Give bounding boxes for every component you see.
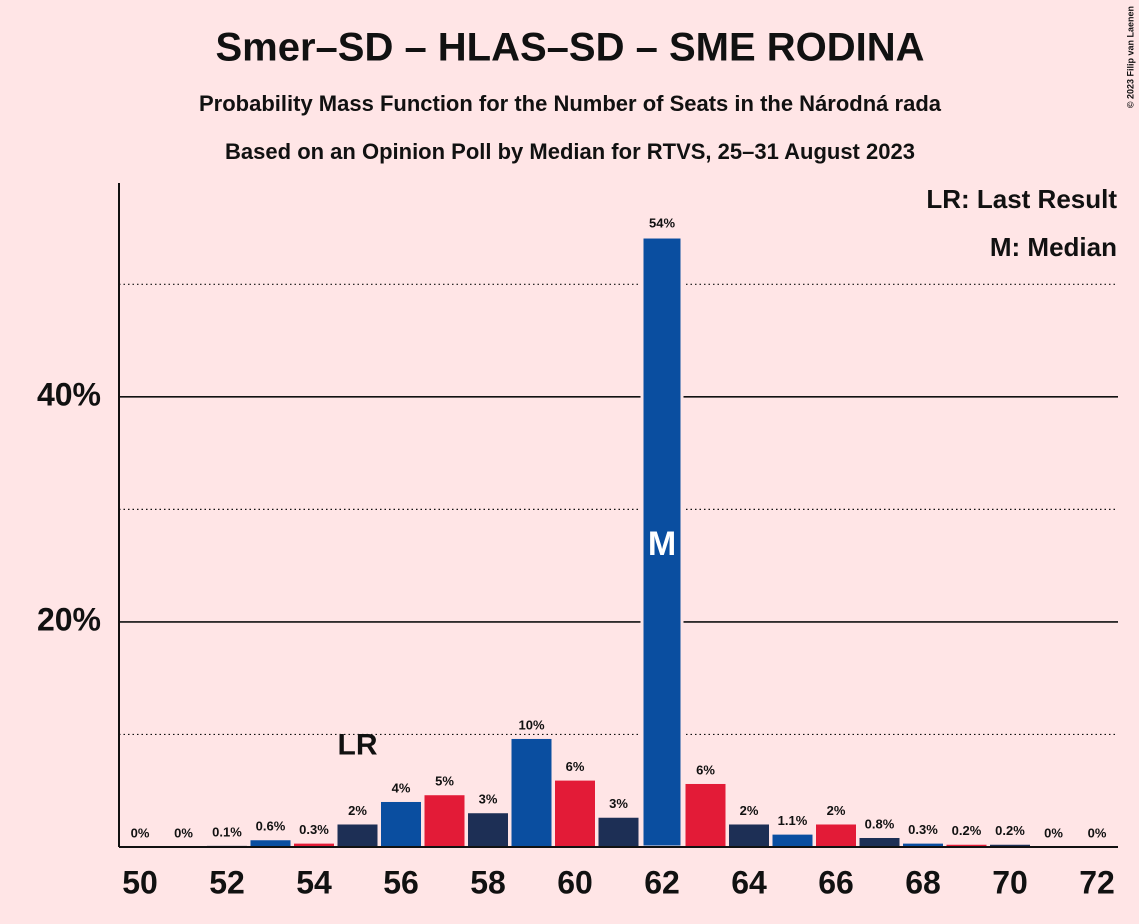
bar: [598, 817, 639, 847]
value-label: 3%: [479, 792, 498, 807]
bar: [337, 824, 378, 847]
value-label: 5%: [435, 774, 454, 789]
value-label: 0.3%: [299, 822, 329, 837]
bar: [511, 738, 552, 847]
x-tick-label: 66: [818, 864, 854, 900]
value-label: 0.3%: [908, 822, 938, 837]
bar: [772, 834, 813, 847]
chart-subtitle: Probability Mass Function for the Number…: [199, 91, 942, 116]
value-label: 1.1%: [778, 813, 808, 828]
value-label: 2%: [827, 803, 846, 818]
value-label: 2%: [740, 803, 759, 818]
bar: [729, 824, 769, 847]
x-tick-label: 60: [557, 864, 593, 900]
value-label: 0%: [1088, 825, 1107, 840]
value-label: 0%: [131, 825, 150, 840]
value-label: 6%: [566, 759, 585, 774]
value-label: 10%: [518, 717, 544, 732]
legend-entry: M: Median: [990, 232, 1117, 262]
value-label: 0.2%: [952, 823, 982, 838]
value-label: 3%: [609, 796, 628, 811]
bar: [555, 780, 595, 847]
x-tick-label: 68: [905, 864, 941, 900]
bar: [990, 844, 1030, 847]
bar: [294, 843, 334, 847]
bar: [903, 843, 943, 847]
bar: [381, 801, 421, 847]
x-tick-label: 64: [731, 864, 767, 900]
bar: [859, 837, 900, 847]
bar: [468, 813, 508, 847]
value-label: 4%: [392, 780, 411, 795]
bar: [424, 795, 465, 847]
y-tick-label: 40%: [37, 376, 101, 412]
copyright: © 2023 Filip van Laenen: [1125, 6, 1135, 108]
value-label: 0%: [174, 825, 193, 840]
x-tick-label: 56: [383, 864, 419, 900]
x-tick-label: 62: [644, 864, 680, 900]
chart-subtitle: Based on an Opinion Poll by Median for R…: [225, 139, 915, 164]
value-label: 54%: [649, 215, 675, 230]
x-tick-label: 58: [470, 864, 506, 900]
bar: [816, 824, 856, 847]
bar: [685, 783, 726, 847]
bar: [250, 840, 291, 847]
value-label: 0%: [1044, 825, 1063, 840]
median-marker: M: [648, 525, 676, 563]
chart-title: Smer–SD – HLAS–SD – SME RODINA: [215, 26, 924, 70]
value-label: 0.8%: [865, 816, 895, 831]
value-label: 0.2%: [995, 823, 1025, 838]
value-label: 6%: [696, 762, 715, 777]
value-label: 0.6%: [256, 819, 286, 834]
value-label: 2%: [348, 803, 367, 818]
y-tick-label: 20%: [37, 601, 101, 637]
x-tick-label: 70: [992, 864, 1028, 900]
legend-entry: LR: Last Result: [926, 184, 1117, 214]
x-tick-label: 72: [1079, 864, 1115, 900]
last-result-marker: LR: [338, 728, 378, 761]
x-tick-label: 52: [209, 864, 245, 900]
x-tick-label: 54: [296, 864, 332, 900]
bar: [946, 844, 987, 847]
value-label: 0.1%: [212, 824, 242, 839]
x-tick-label: 50: [122, 864, 158, 900]
